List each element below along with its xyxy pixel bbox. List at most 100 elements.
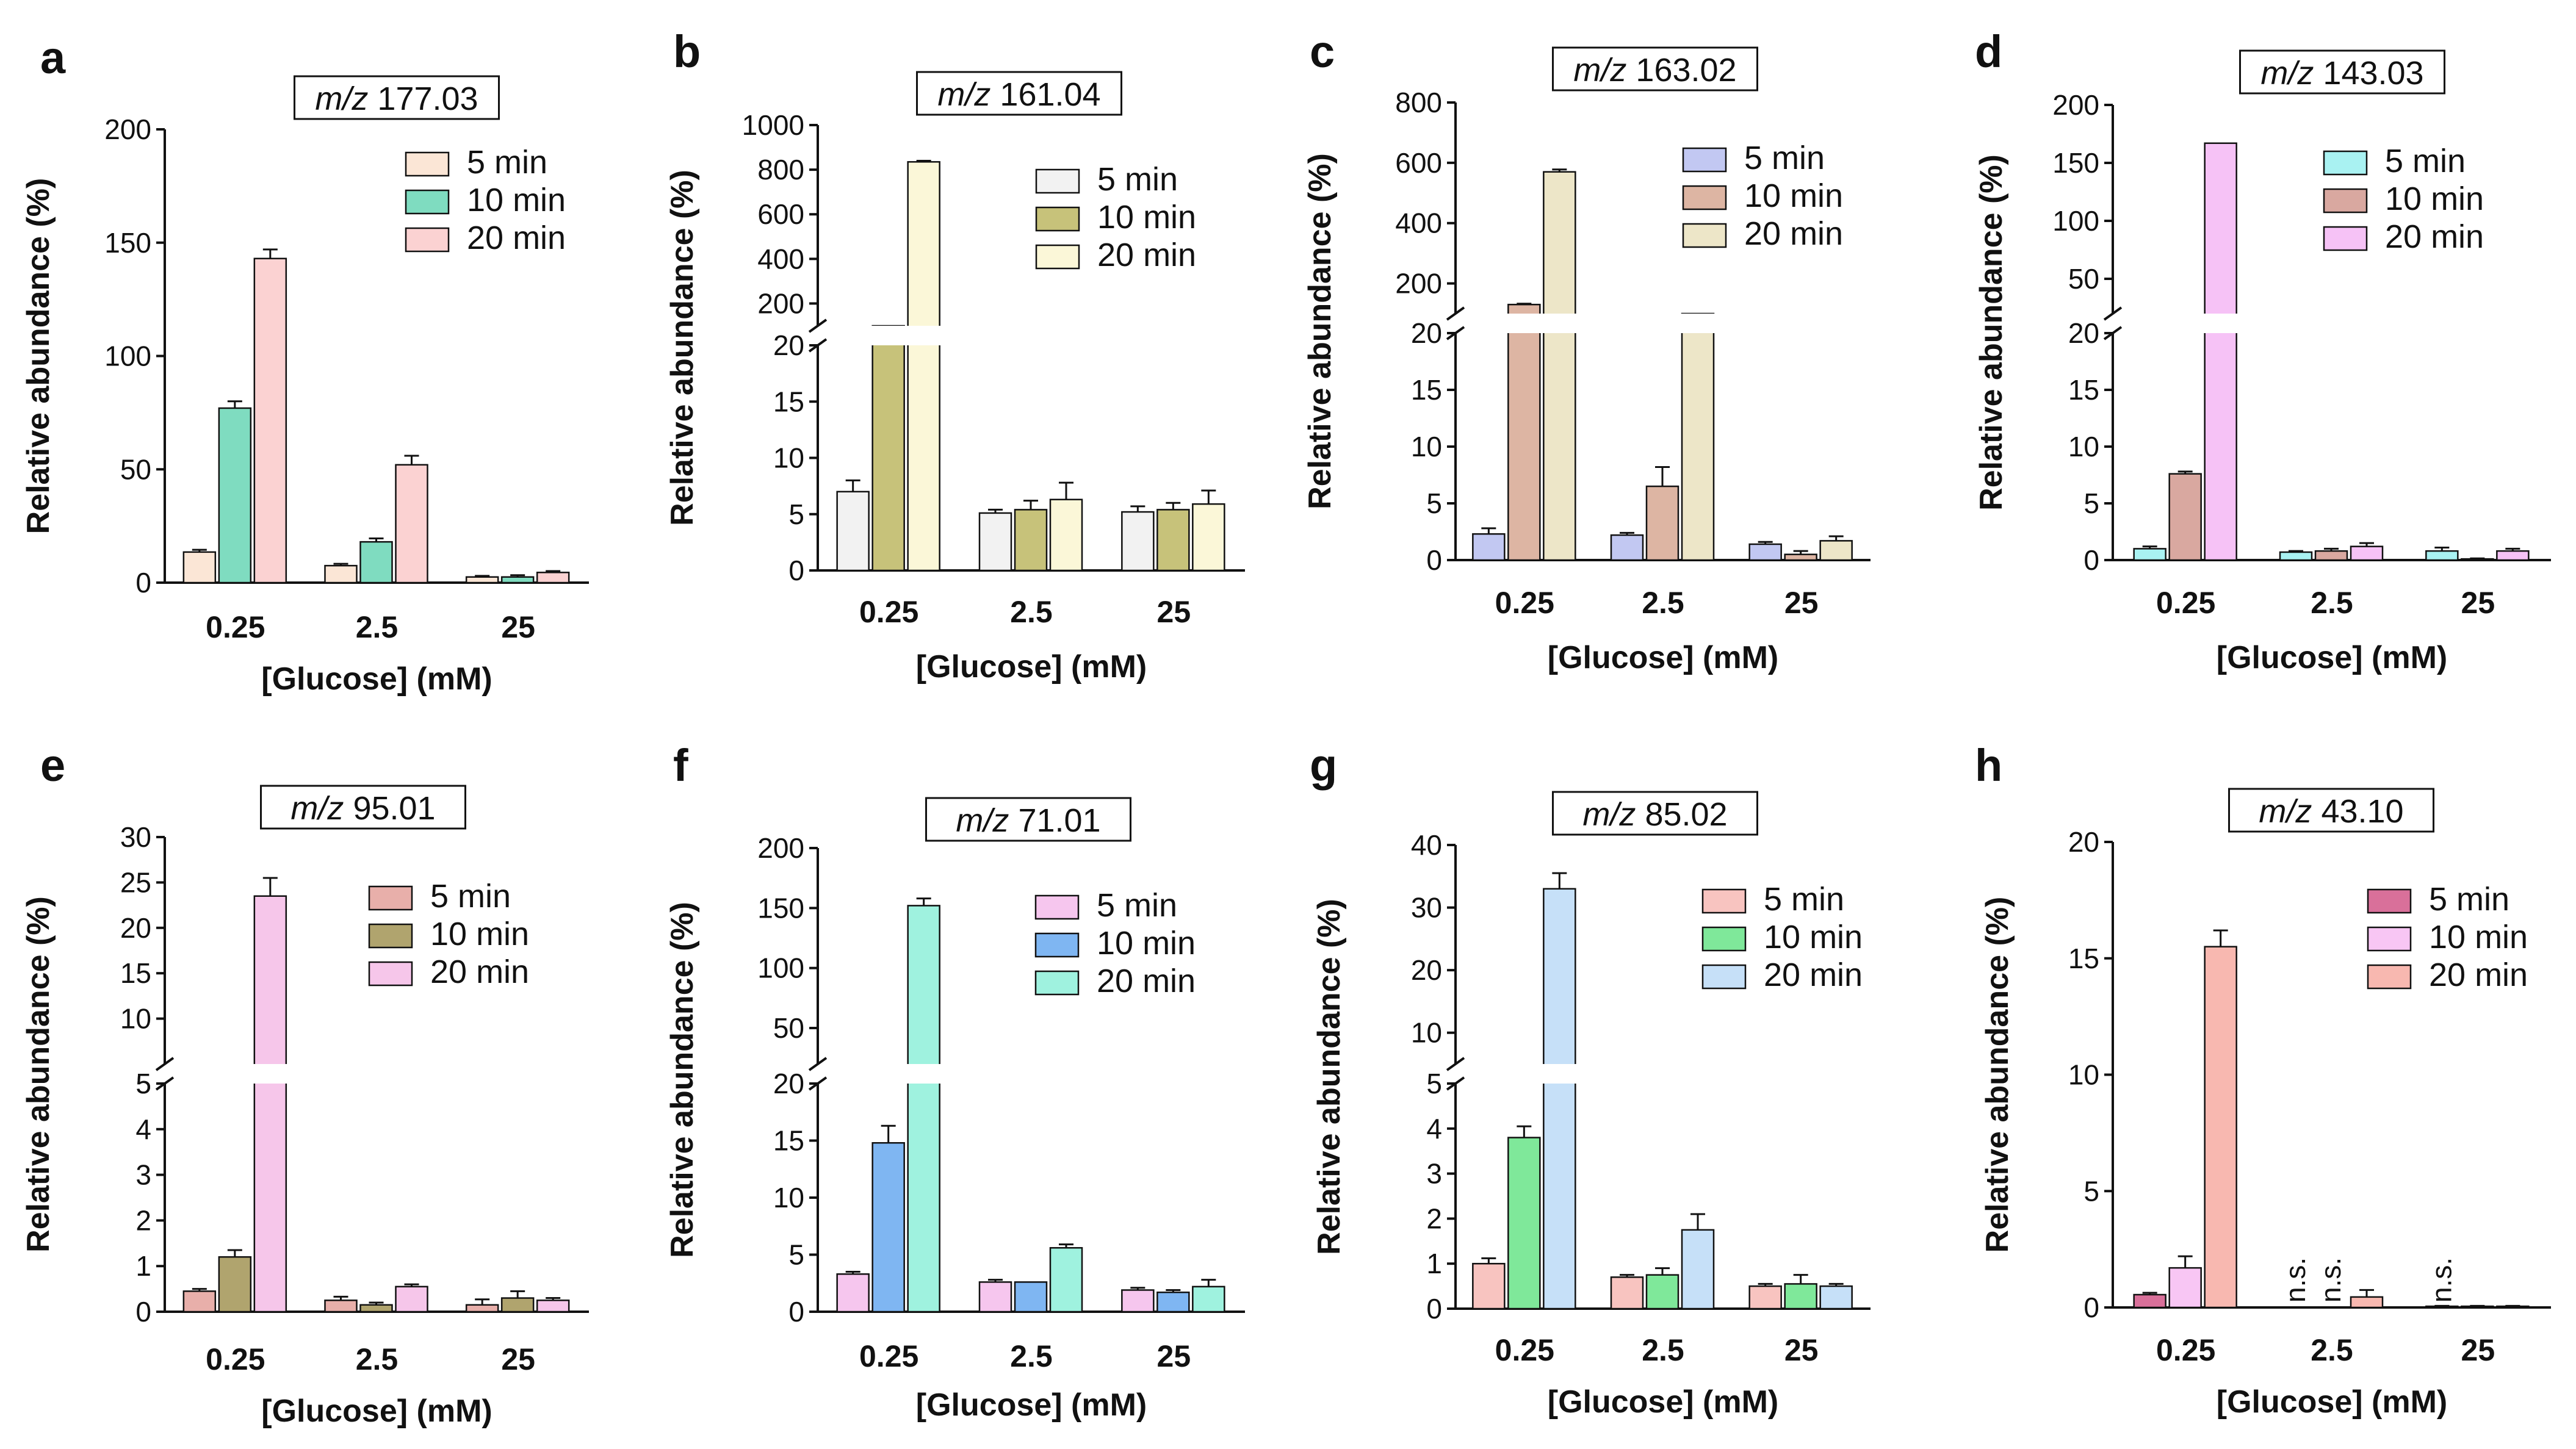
bars — [1472, 872, 1853, 1310]
legend-label: 10 min — [1097, 199, 1196, 236]
bars — [836, 897, 1225, 1313]
panel-letter: d — [1975, 26, 2002, 77]
legend-swatch — [2367, 926, 2412, 952]
title-box — [2239, 49, 2445, 95]
x-tick-label: 0.25 — [2156, 586, 2215, 620]
bars — [182, 248, 570, 584]
axis-break-mark — [808, 318, 828, 333]
bar — [1014, 1281, 1048, 1313]
panel-title: m/z 177.03 — [294, 75, 500, 120]
y-tick-label: 50 — [773, 1012, 804, 1044]
y-tick-label: 150 — [2052, 147, 2099, 179]
bars — [182, 877, 570, 1313]
bar — [1681, 312, 1715, 561]
y-tick-label: 600 — [757, 198, 804, 230]
legend-label: 20 min — [2429, 957, 2528, 993]
bar — [1049, 498, 1083, 572]
bar — [324, 1300, 358, 1313]
bars — [2133, 929, 2530, 1309]
bar — [1121, 511, 1155, 572]
title-box — [294, 75, 500, 120]
y-tick-label: 0 — [2084, 1292, 2099, 1323]
x-tick-label: 0.25 — [2156, 1333, 2215, 1367]
bar — [1610, 534, 1644, 561]
legend-label: 5 min — [1097, 161, 1178, 198]
y-tick-label: 10 — [1411, 431, 1442, 462]
x-tick-label: 2.5 — [2311, 586, 2353, 620]
bar — [1543, 171, 1576, 561]
title-text: m/z 95.01 — [290, 790, 435, 827]
bar-break-gap — [1679, 314, 1716, 333]
legend-label: 5 min — [1744, 140, 1825, 176]
y-axis-title: Relative abundance (%) — [1974, 154, 2009, 511]
legend-label: 10 min — [2429, 919, 2528, 955]
y-tick-label: 10 — [773, 442, 804, 474]
y-tick-label: 10 — [773, 1182, 804, 1213]
bar — [2168, 473, 2202, 561]
x-tick-label: 25 — [501, 610, 535, 644]
y-tick-label: 15 — [2068, 943, 2099, 974]
legend-swatch — [2323, 150, 2368, 176]
title-mz: m/z — [290, 790, 344, 827]
x-axis-title: [Glucose] (mM) — [1548, 1384, 1778, 1420]
legend-swatch — [1034, 970, 1080, 996]
bar-break-gap — [251, 1064, 289, 1084]
bar — [395, 1285, 428, 1313]
bar — [1192, 1285, 1225, 1313]
panel-letter: b — [673, 26, 701, 77]
legend-label: 5 min — [430, 878, 511, 915]
y-tick-label: 5 — [135, 1068, 151, 1099]
y-axis-title: Relative abundance (%) — [1980, 897, 2015, 1253]
panel-title: m/z 163.02 — [1552, 46, 1758, 92]
title-value: 95.01 — [353, 790, 435, 827]
axes: 0 1 2 3 4 5 10 20 30 40 — [1411, 829, 1871, 1325]
legend-label: 10 min — [2385, 181, 2484, 217]
title-value: 163.02 — [1636, 52, 1736, 88]
bar — [500, 576, 535, 584]
title-box — [2228, 788, 2434, 833]
y-tick-label: 0 — [135, 1296, 151, 1328]
x-tick-label: 25 — [1157, 595, 1191, 629]
y-tick-label: 0 — [788, 1296, 804, 1328]
legend-swatch — [405, 227, 450, 253]
y-tick-label: 100 — [2052, 205, 2099, 237]
y-tick-label: 200 — [757, 832, 804, 864]
y-tick-label: 1 — [135, 1250, 151, 1282]
bars — [836, 159, 1225, 572]
legend-swatch — [1701, 964, 1747, 990]
title-text: m/z 143.03 — [2260, 55, 2423, 92]
y-tick-label: 10 — [1411, 1017, 1442, 1049]
y-tick-label: 2 — [135, 1204, 151, 1236]
bar — [1472, 533, 1506, 561]
bar — [1507, 1137, 1541, 1310]
bar — [2204, 946, 2237, 1309]
y-tick-label: 10 — [120, 1003, 151, 1035]
y-tick-label: 5 — [1426, 487, 1442, 519]
legend-swatch — [2367, 888, 2412, 914]
panel-c: c m/z 163.02 0 5 10 15 20 200 400 600 800 Relative … — [1302, 26, 1871, 675]
panel-letter: a — [40, 32, 66, 83]
x-axis-title: [Glucose] (mM) — [2217, 640, 2447, 675]
y-tick-label: 800 — [757, 154, 804, 185]
panel-title: m/z 71.01 — [925, 797, 1131, 842]
y-tick-label: 200 — [1395, 268, 1442, 300]
y-tick-label: 0 — [135, 567, 151, 599]
bar — [324, 564, 358, 584]
y-tick-label: 5 — [2084, 487, 2099, 519]
y-tick-label: 25 — [120, 866, 151, 898]
legend-swatch — [1701, 926, 1747, 952]
legend-label: 5 min — [467, 144, 547, 181]
legend-swatch — [1682, 223, 1727, 248]
y-tick-label: 15 — [2068, 374, 2099, 406]
bar — [871, 325, 905, 572]
y-axis-title: Relative abundance (%) — [21, 896, 56, 1253]
y-tick-label: 400 — [757, 243, 804, 275]
legend-swatch — [368, 923, 413, 949]
bar — [218, 407, 252, 584]
legend-label: 10 min — [1764, 919, 1863, 955]
